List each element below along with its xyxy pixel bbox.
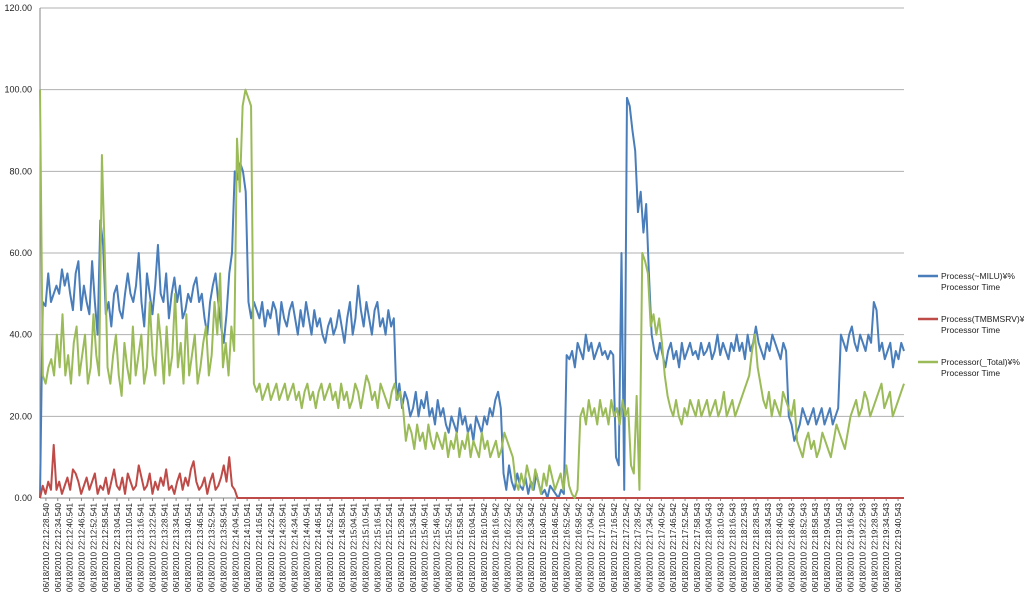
x-tick-label: 06/18/2010 22:15:34.541 (409, 502, 418, 592)
x-tick-label: 06/18/2010 22:15:28.541 (397, 502, 406, 592)
x-tick-label: 06/18/2010 22:19:10.543 (835, 502, 844, 592)
x-tick-label: 06/18/2010 22:12:58.541 (101, 502, 110, 592)
x-tick-label: 06/18/2010 22:18:22.543 (740, 502, 749, 592)
series-lines (39, 88, 905, 499)
x-tick-label: 06/18/2010 22:14:04.541 (231, 502, 240, 592)
y-tick-label: 0.00 (14, 493, 32, 503)
x-tick-label: 06/18/2010 22:17:28.542 (634, 502, 643, 592)
x-tick-label: 06/18/2010 22:14:10.541 (243, 502, 252, 592)
x-tick-label: 06/18/2010 22:18:28.543 (752, 502, 761, 592)
x-tick-label: 06/18/2010 22:16:04.541 (468, 502, 477, 592)
x-tick-label: 06/18/2010 22:15:46.541 (432, 502, 441, 592)
x-tick-label: 06/18/2010 22:16:16.542 (492, 502, 501, 592)
x-tick-label: 06/18/2010 22:19:04.543 (823, 502, 832, 592)
x-tick-label: 06/18/2010 22:14:34.541 (290, 502, 299, 592)
y-tick-label: 20.00 (9, 411, 32, 421)
x-tick-label: 06/18/2010 22:19:22.543 (859, 502, 868, 592)
x-tick-label: 06/18/2010 22:19:40.543 (894, 502, 903, 592)
x-tick-label: 06/18/2010 22:16:34.542 (527, 502, 536, 592)
x-tick-label: 06/18/2010 22:14:58.541 (338, 502, 347, 592)
x-tick-label: 06/18/2010 22:13:46.541 (196, 502, 205, 592)
x-tick-label: 06/18/2010 22:15:58.541 (456, 502, 465, 592)
x-tick-label: 06/18/2010 22:13:16.541 (137, 502, 146, 592)
x-tick-label: 06/18/2010 22:14:28.541 (279, 502, 288, 592)
x-tick-label: 06/18/2010 22:14:16.541 (255, 502, 264, 592)
x-tick-label: 06/18/2010 22:13:34.541 (172, 502, 181, 592)
x-tick-label: 06/18/2010 22:16:28.542 (515, 502, 524, 592)
x-tick-label: 06/18/2010 22:17:16.542 (610, 502, 619, 592)
x-tick-label: 06/18/2010 22:17:22.542 (622, 502, 631, 592)
x-tick-label: 06/18/2010 22:13:28.541 (160, 502, 169, 592)
x-tick-label: 06/18/2010 22:13:10.541 (125, 502, 134, 592)
y-tick-label: 40.00 (9, 330, 32, 340)
x-tick-label: 06/18/2010 22:13:58.541 (219, 502, 228, 592)
x-tick-label: 06/18/2010 22:17:52.542 (681, 502, 690, 592)
x-tick-label: 06/18/2010 22:16:22.542 (504, 502, 513, 592)
x-tick-label: 06/18/2010 22:12:52.541 (89, 502, 98, 592)
x-tick-label: 06/18/2010 22:18:04.543 (705, 502, 714, 592)
x-tick-label: 06/18/2010 22:15:40.541 (421, 502, 430, 592)
gridlines (39, 7, 904, 499)
x-tick-label: 06/18/2010 22:17:04.542 (586, 502, 595, 592)
x-tick-label: 06/18/2010 22:16:46.542 (551, 502, 560, 592)
series-line-2 (39, 88, 905, 499)
x-tick-label: 06/18/2010 22:17:58.543 (693, 502, 702, 592)
x-tick-label: 06/18/2010 22:14:40.541 (302, 502, 311, 592)
x-tick-label: 06/18/2010 22:15:04.541 (350, 502, 359, 592)
x-tick-label: 06/18/2010 22:18:40.543 (776, 502, 785, 592)
x-tick-label: 06/18/2010 22:17:40.542 (657, 502, 666, 592)
x-tick-label: 06/18/2010 22:16:40.542 (539, 502, 548, 592)
y-tick-label: 80.00 (9, 166, 32, 176)
x-tick-label: 06/18/2010 22:14:46.541 (314, 502, 323, 592)
legend-label-2: Processor(_Total)¥% Processor Time (941, 357, 1020, 378)
x-tick-label: 06/18/2010 22:16:10.542 (480, 502, 489, 592)
x-tick-label: 06/18/2010 22:19:28.543 (870, 502, 879, 592)
x-tick-label: 06/18/2010 22:14:52.541 (326, 502, 335, 592)
x-tick-label: 06/18/2010 22:17:10.542 (598, 502, 607, 592)
legend-label-0: Process(~MILU)¥% Processor Time (941, 271, 1015, 292)
x-tick-label: 06/18/2010 22:15:22.541 (385, 502, 394, 592)
legend-label-1: Process(TMBMSRV)¥% Processor Time (941, 314, 1024, 335)
series-line-0 (39, 96, 905, 499)
x-tick-label: 06/18/2010 22:17:46.542 (669, 502, 678, 592)
x-tick-label: 06/18/2010 22:12:28.540 (42, 502, 51, 592)
x-tick-label: 06/18/2010 22:16:52.542 (563, 502, 572, 592)
x-tick-label: 06/18/2010 22:18:34.543 (764, 502, 773, 592)
x-tick-label: 06/18/2010 22:18:46.543 (788, 502, 797, 592)
x-tick-label: 06/18/2010 22:15:16.541 (373, 502, 382, 592)
x-tick-label: 06/18/2010 22:16:58.542 (575, 502, 584, 592)
x-tick-label: 06/18/2010 22:14:22.541 (267, 502, 276, 592)
x-tick-label: 06/18/2010 22:13:04.541 (113, 502, 122, 592)
x-tick-label: 06/18/2010 22:12:46.541 (77, 502, 86, 592)
x-tick-label: 06/18/2010 22:18:10.543 (717, 502, 726, 592)
x-axis-ticks: 06/18/2010 22:12:28.540 06/18/2010 22:12:… (42, 498, 903, 592)
y-tick-label: 100.00 (4, 85, 32, 95)
x-tick-label: 06/18/2010 22:12:34.540 (54, 502, 63, 592)
x-tick-label: 06/18/2010 22:19:34.543 (882, 502, 891, 592)
x-tick-label: 06/18/2010 22:18:52.543 (799, 502, 808, 592)
x-tick-label: 06/18/2010 22:18:58.543 (811, 502, 820, 592)
x-tick-label: 06/18/2010 22:15:10.541 (361, 502, 370, 592)
x-tick-label: 06/18/2010 22:18:16.543 (728, 502, 737, 592)
legend: Process(~MILU)¥% Processor Time Process(TM… (918, 271, 1024, 378)
x-tick-label: 06/18/2010 22:12:40.541 (66, 502, 75, 592)
x-tick-label: 06/18/2010 22:13:52.541 (208, 502, 217, 592)
y-tick-label: 120.00 (4, 3, 32, 13)
y-tick-label: 60.00 (9, 248, 32, 258)
x-tick-label: 06/18/2010 22:13:40.541 (184, 502, 193, 592)
y-axis-ticks: 0.00 20.00 40.00 60.00 80.00 100.00 120.00 (4, 3, 32, 503)
x-tick-label: 06/18/2010 22:15:52.541 (444, 502, 453, 592)
x-tick-label: 06/18/2010 22:19:16.543 (847, 502, 856, 592)
series-line-1 (39, 443, 904, 499)
x-tick-label: 06/18/2010 22:17:34.542 (646, 502, 655, 592)
x-tick-label: 06/18/2010 22:13:22.541 (148, 502, 157, 592)
